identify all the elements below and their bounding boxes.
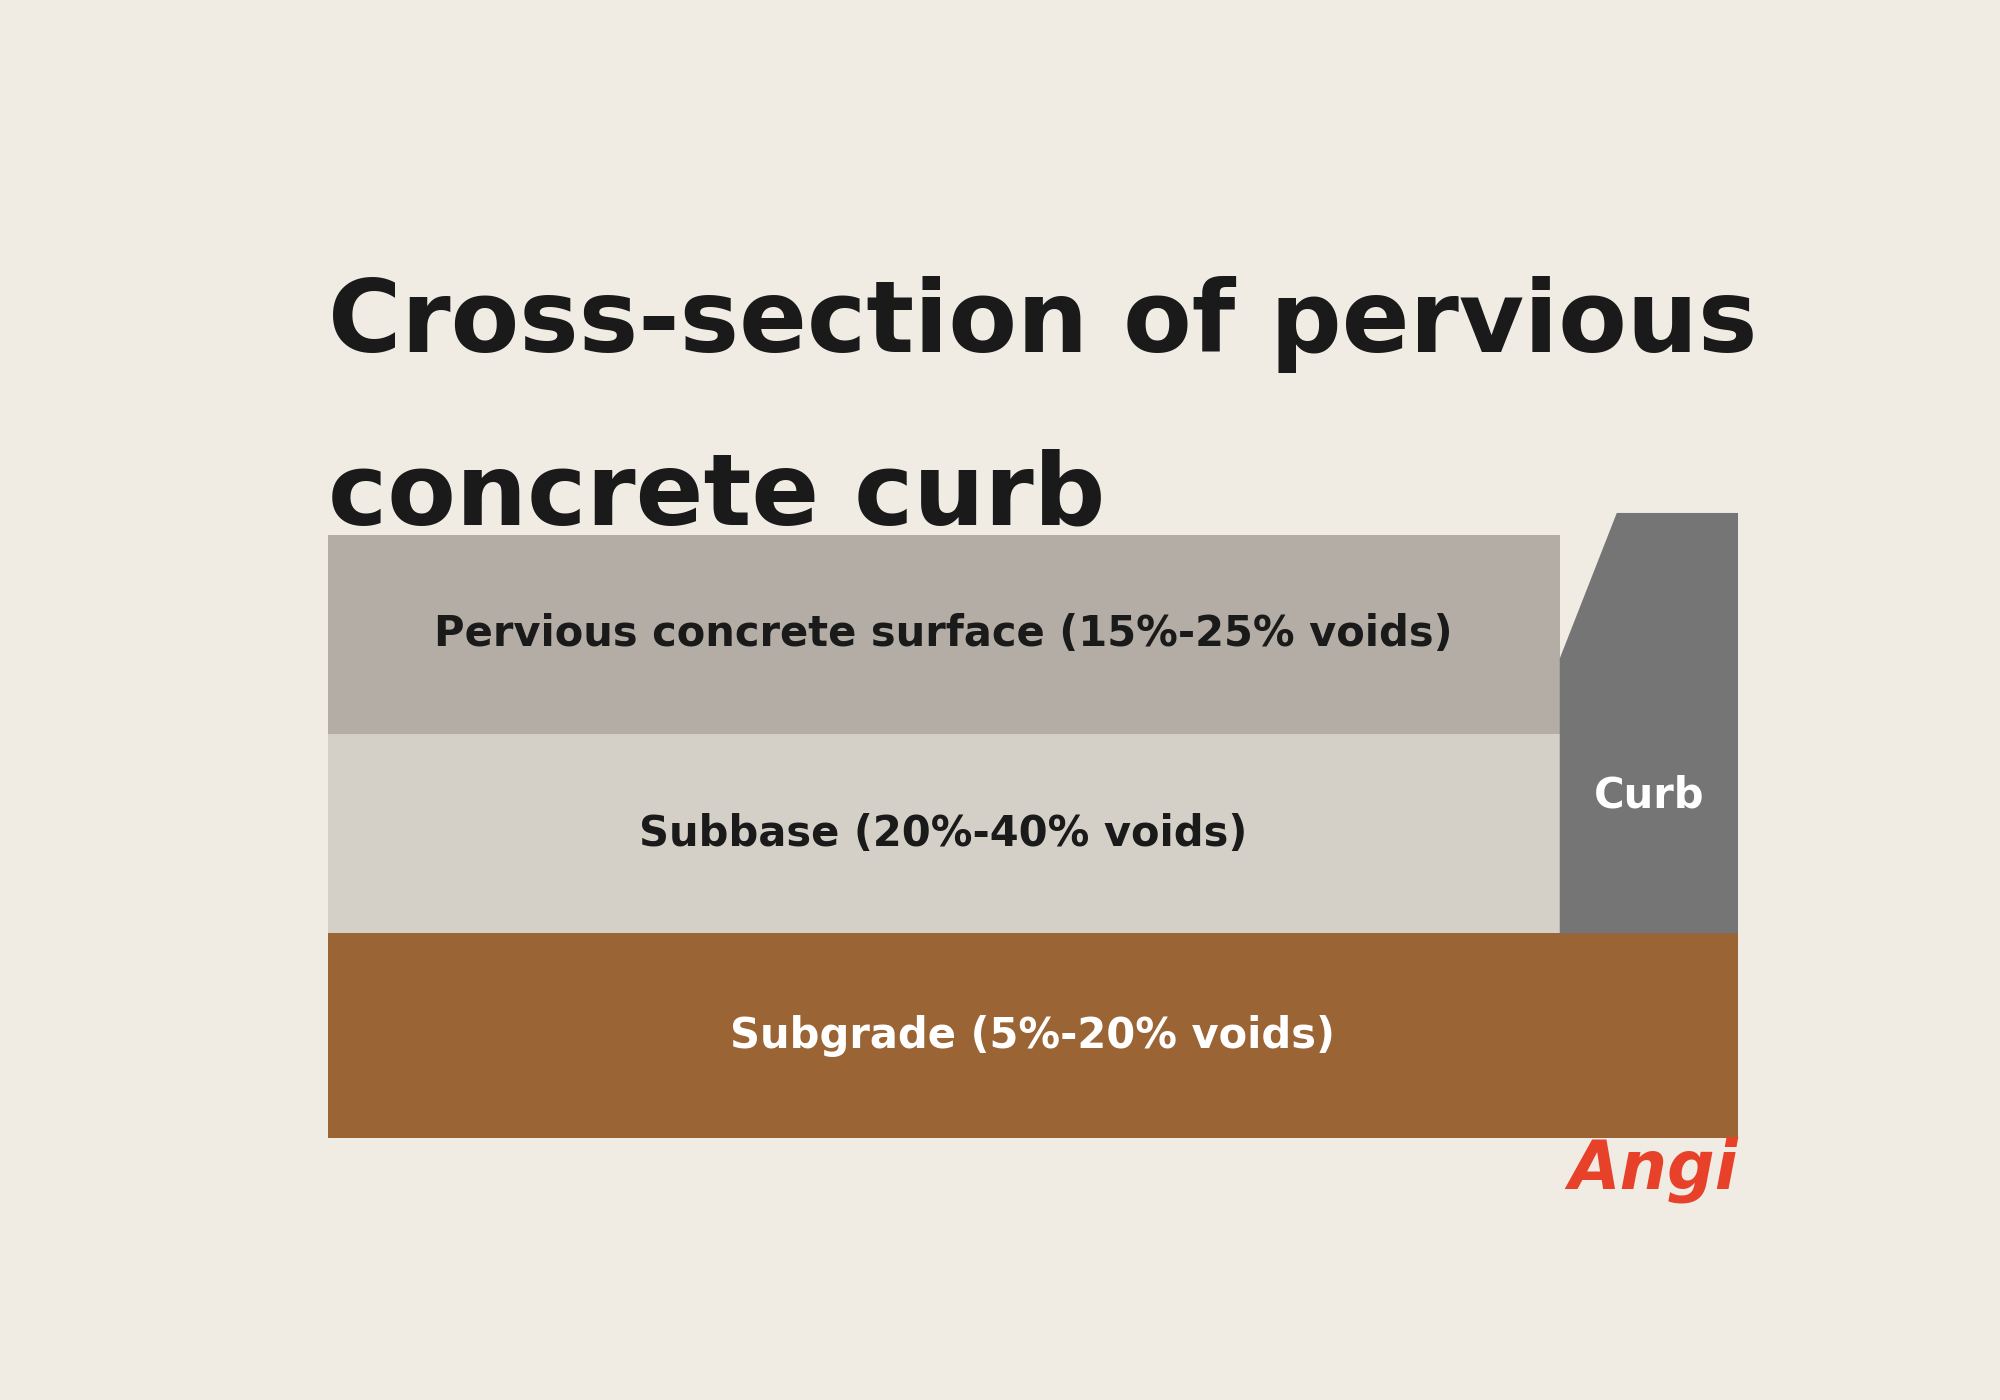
Text: Subgrade (5%-20% voids): Subgrade (5%-20% voids) (730, 1015, 1336, 1057)
Text: Subbase (20%-40% voids): Subbase (20%-40% voids) (640, 812, 1248, 854)
Text: Angi: Angi (1568, 1137, 1738, 1203)
Text: Curb: Curb (1594, 776, 1704, 818)
Text: Cross-section of pervious: Cross-section of pervious (328, 276, 1758, 372)
Bar (328, 535, 1560, 734)
Text: Pervious concrete surface (15%-25% voids): Pervious concrete surface (15%-25% voids… (434, 613, 1452, 655)
Polygon shape (1560, 512, 1738, 934)
Bar (328, 734, 1560, 934)
Text: concrete curb: concrete curb (328, 448, 1104, 545)
Bar (328, 934, 1738, 1138)
